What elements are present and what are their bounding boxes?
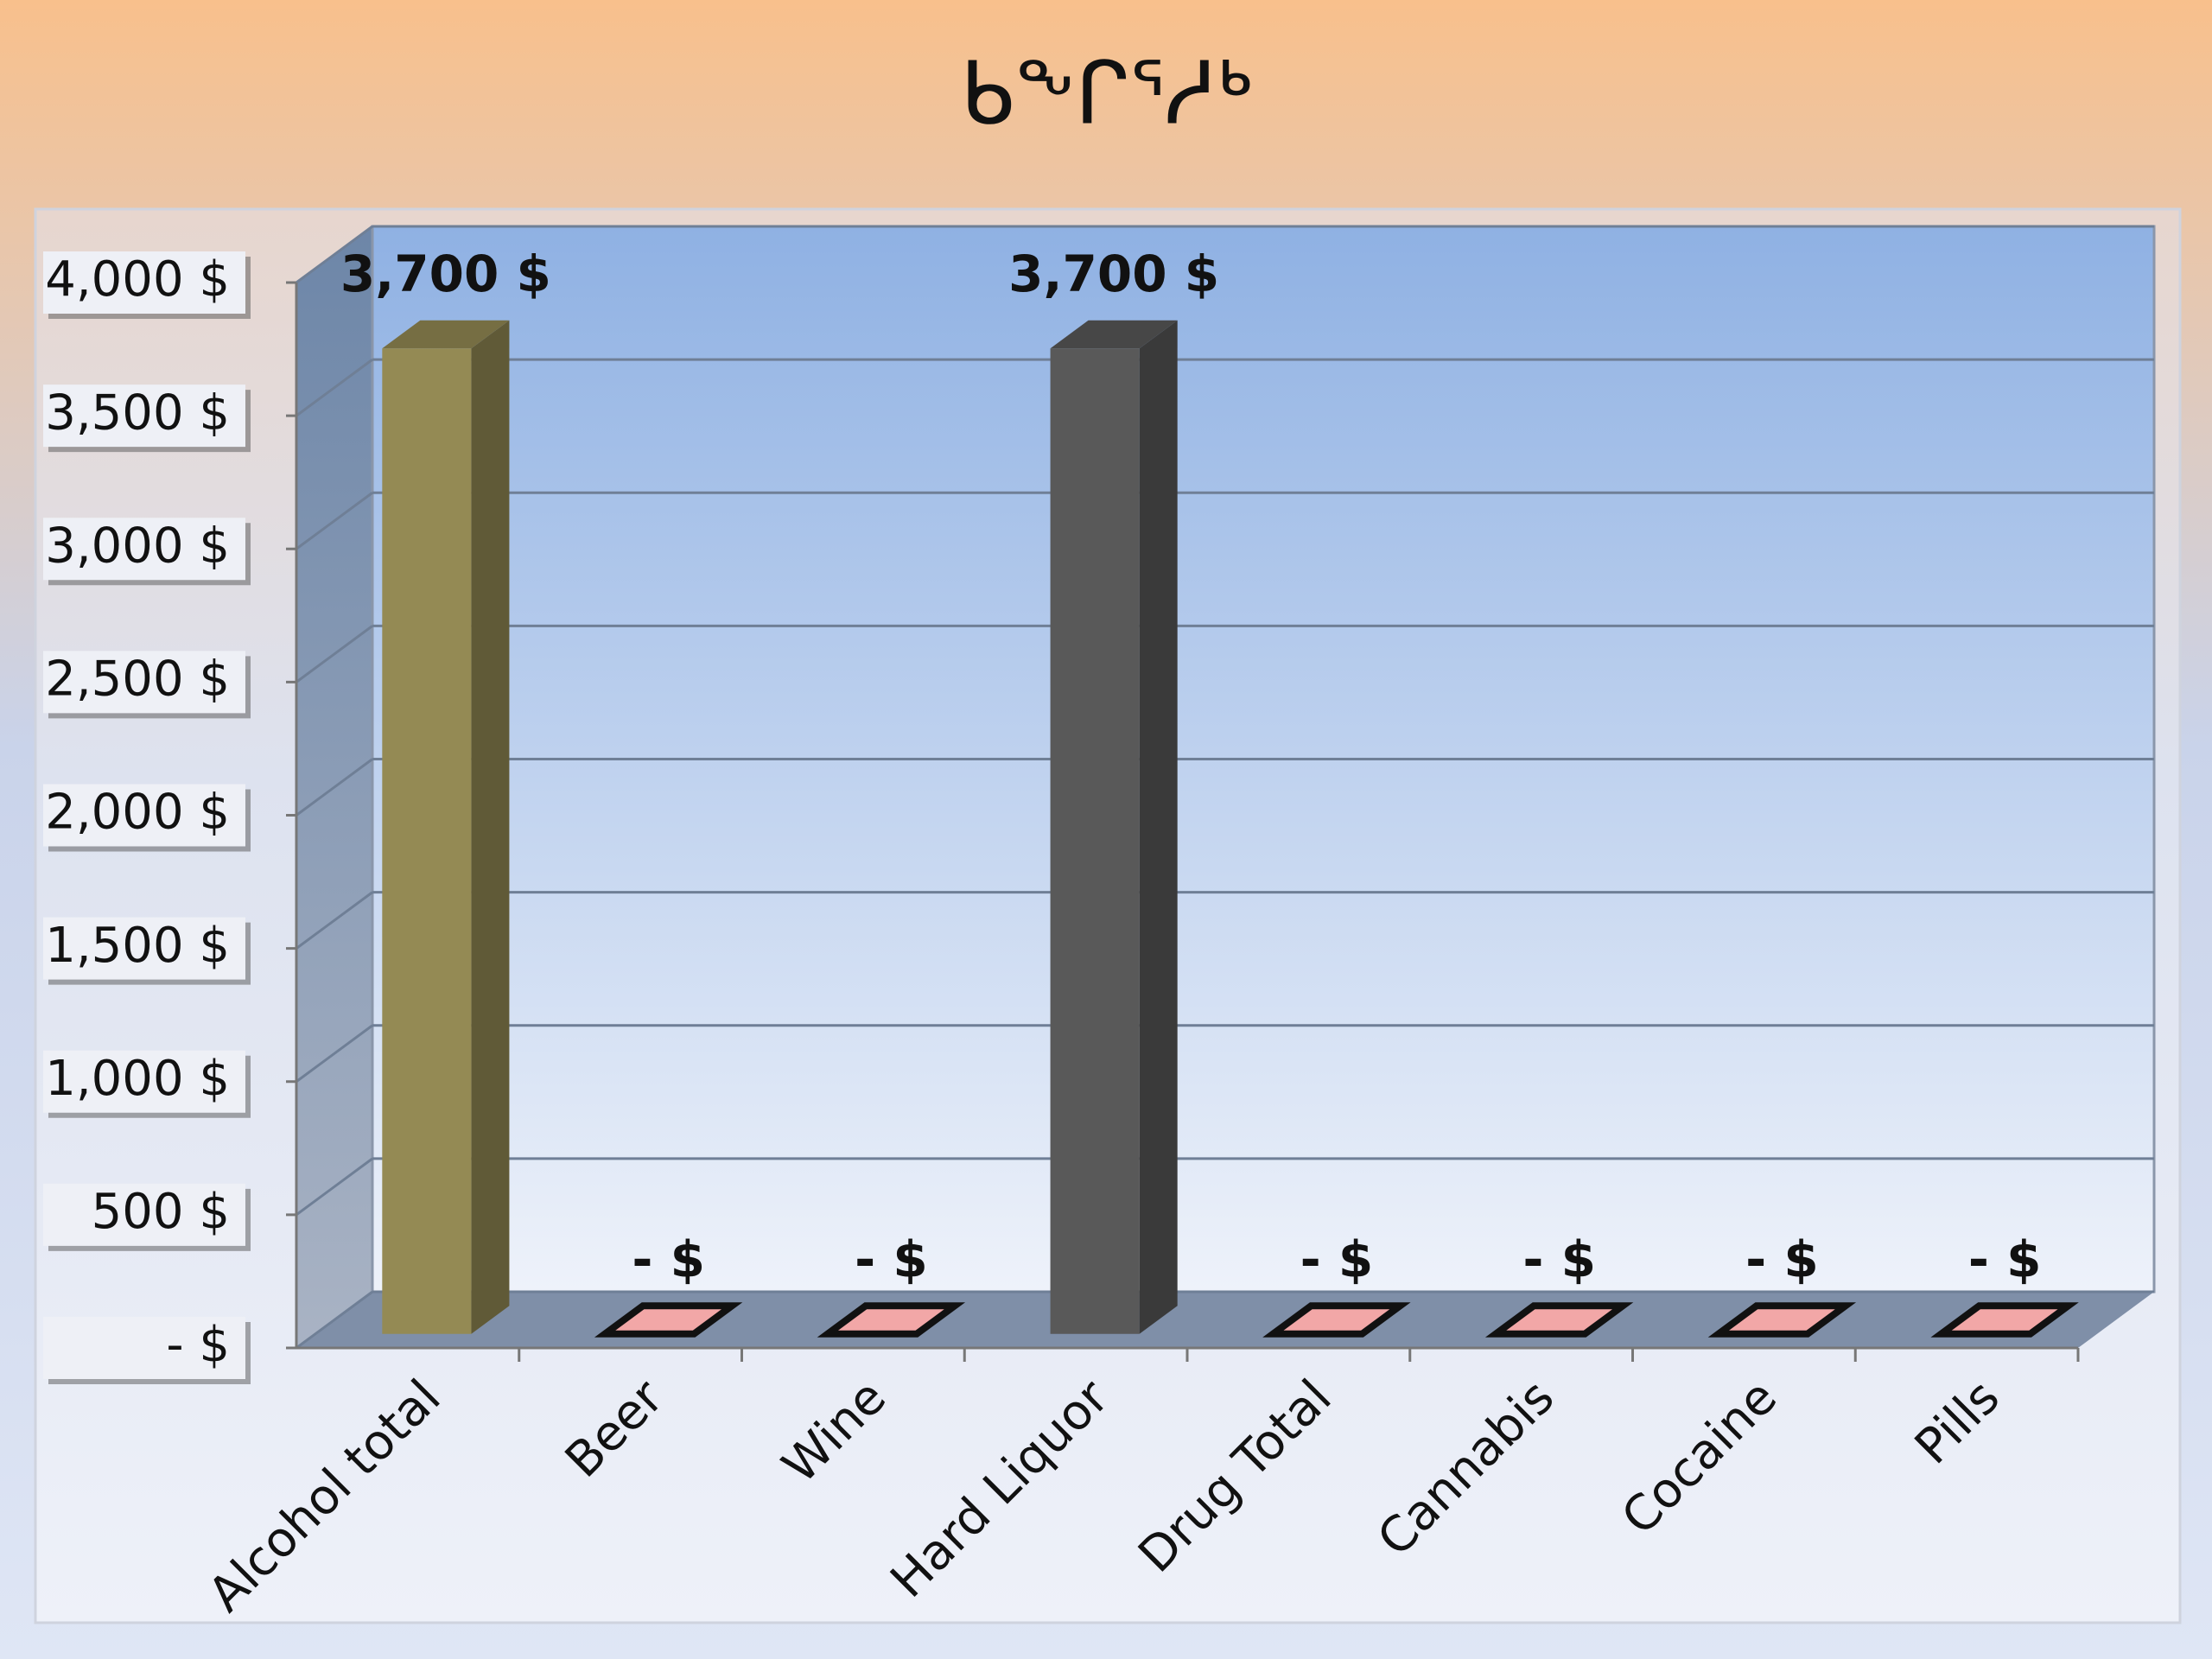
grid-line (296, 1157, 373, 1217)
y-tick-label: - $ (166, 1317, 230, 1373)
y-tick-label: 500 $ (92, 1184, 230, 1240)
bar-top (1484, 1302, 1634, 1338)
y-tick-box (43, 251, 245, 314)
value-label: - $ (1745, 1230, 1819, 1288)
y-tick-box (43, 1317, 245, 1379)
y-tick-box (43, 1050, 245, 1113)
grid-line (296, 358, 373, 417)
bar-top (1050, 320, 1178, 349)
y-tick-label: 1,000 $ (45, 1051, 230, 1107)
y-tick-box (43, 518, 245, 581)
y-tick-box (43, 385, 245, 448)
grid-line (296, 758, 373, 817)
grid-line (296, 1024, 373, 1083)
grid-line (296, 625, 373, 683)
chart-title: ᑲᖕᒋᕐᓱᒃ (960, 42, 1252, 143)
value-label: - $ (1300, 1230, 1374, 1288)
bar-side (1139, 320, 1178, 1334)
y-tick-label: 3,000 $ (45, 518, 230, 574)
y-tick-box (43, 784, 245, 847)
bar-top (1707, 1302, 1857, 1338)
value-label: 3,700 $ (1008, 245, 1219, 303)
value-label: - $ (1968, 1230, 2042, 1288)
bar (1050, 348, 1140, 1334)
y-tick-label: 3,500 $ (45, 385, 230, 441)
y-tick-box (43, 651, 245, 714)
y-tick-label: 2,000 $ (45, 785, 230, 841)
grid-line (296, 225, 373, 284)
y-tick-label: 1,500 $ (45, 918, 230, 974)
bar (382, 348, 472, 1334)
bar-top (1930, 1302, 2079, 1338)
y-tick-label: 2,500 $ (45, 652, 230, 708)
value-label: - $ (1522, 1230, 1596, 1288)
bar-top (594, 1302, 743, 1338)
floor (296, 1292, 2154, 1348)
value-label: - $ (632, 1230, 705, 1288)
bar-top (1262, 1302, 1411, 1338)
bar-top (382, 320, 510, 349)
bar-top (817, 1302, 966, 1338)
grid-line (296, 492, 373, 550)
bar-side (471, 320, 510, 1334)
y-tick-box (43, 917, 245, 980)
grid-line (296, 1290, 373, 1350)
grid-line (296, 891, 373, 950)
value-label: 3,700 $ (340, 245, 551, 303)
value-label: - $ (855, 1230, 928, 1288)
y-tick-label: 4,000 $ (45, 251, 230, 308)
y-tick-box (43, 1183, 245, 1246)
